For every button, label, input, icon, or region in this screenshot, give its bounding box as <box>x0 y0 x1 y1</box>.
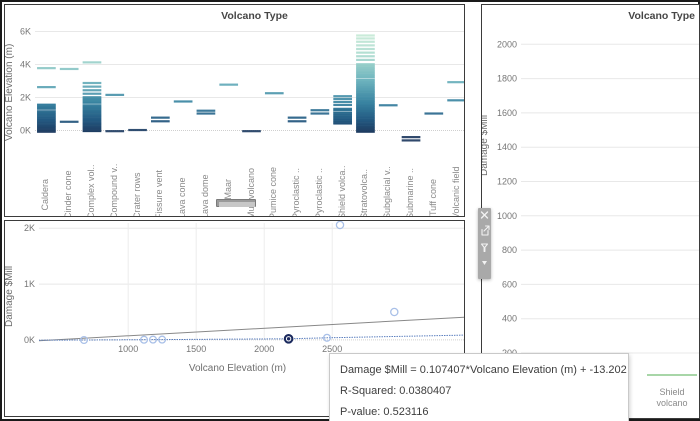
svg-text:600: 600 <box>502 279 517 289</box>
svg-text:1000: 1000 <box>497 211 517 221</box>
svg-text:1000: 1000 <box>118 344 138 354</box>
svg-text:0K: 0K <box>24 335 35 345</box>
svg-text:1800: 1800 <box>497 74 517 84</box>
svg-text:2K: 2K <box>24 223 35 233</box>
svg-text:1400: 1400 <box>497 142 517 152</box>
svg-text:1K: 1K <box>24 279 35 289</box>
svg-text:800: 800 <box>502 245 517 255</box>
svg-text:1600: 1600 <box>497 108 517 118</box>
svg-text:1200: 1200 <box>497 177 517 187</box>
svg-text:2000: 2000 <box>497 39 517 49</box>
svg-text:2000: 2000 <box>254 344 274 354</box>
svg-text:1500: 1500 <box>186 344 206 354</box>
svg-text:400: 400 <box>502 314 517 324</box>
